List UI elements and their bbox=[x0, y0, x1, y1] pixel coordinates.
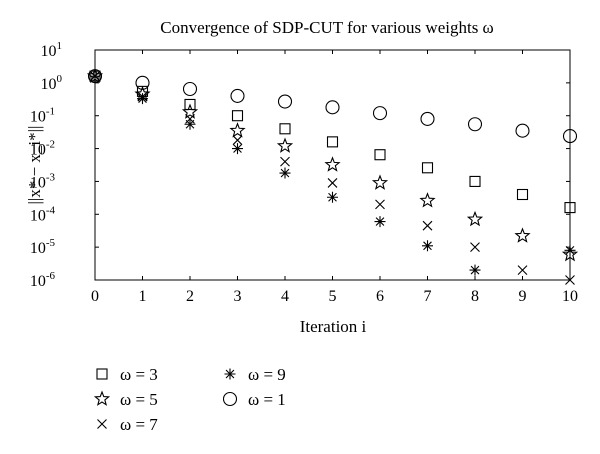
data-point-asterisk bbox=[327, 191, 338, 203]
data-point-star bbox=[229, 122, 246, 138]
series-circle bbox=[87, 69, 578, 144]
data-point-circle bbox=[135, 75, 150, 90]
data-point-x bbox=[517, 265, 528, 275]
chart-title: Convergence of SDP-CUT for various weigh… bbox=[160, 18, 494, 37]
legend-item: ω = 9 bbox=[224, 365, 286, 384]
data-point-circle bbox=[515, 123, 530, 138]
data-point-asterisk bbox=[137, 93, 148, 105]
data-point-circle bbox=[182, 81, 198, 97]
legend-item: ω = 5 bbox=[93, 390, 158, 409]
data-point-asterisk bbox=[184, 118, 196, 130]
x-tick-label: 1 bbox=[139, 288, 147, 305]
data-point-square bbox=[516, 188, 529, 201]
y-tick-label: 10-3 bbox=[30, 171, 56, 191]
series-square bbox=[89, 70, 576, 214]
data-point-x bbox=[280, 156, 290, 167]
data-point-asterisk bbox=[374, 216, 386, 228]
legend-item: ω = 1 bbox=[222, 390, 286, 409]
y-tick-label: 100 bbox=[41, 73, 63, 93]
data-point-x bbox=[565, 275, 575, 285]
y-axis-label: ||x* − x_i*|| bbox=[25, 126, 44, 205]
data-point-circle bbox=[420, 111, 435, 126]
legend-item: ω = 3 bbox=[96, 365, 158, 384]
legend-label: ω = 3 bbox=[120, 365, 158, 384]
data-point-asterisk bbox=[232, 143, 243, 155]
data-point-star bbox=[561, 245, 579, 262]
x-axis-label: Iteration i bbox=[300, 317, 367, 336]
axis-ticks: 0 1 2 3 4 5 6 7 8 9 10 101 100 10-1 10-2 10-3 10-4 10-5 10… bbox=[30, 40, 578, 305]
data-point-circle bbox=[562, 129, 578, 144]
legend-label: ω = 7 bbox=[120, 415, 158, 434]
legend-label: ω = 1 bbox=[248, 390, 286, 409]
series-asterisk bbox=[89, 70, 576, 276]
y-tick-label: 101 bbox=[41, 40, 63, 60]
data-point-asterisk bbox=[89, 70, 101, 82]
data-point-square bbox=[421, 162, 434, 174]
data-point-x bbox=[327, 178, 338, 188]
x-tick-label: 7 bbox=[424, 288, 432, 305]
data-point-asterisk bbox=[469, 264, 481, 276]
data-point-star bbox=[514, 227, 531, 243]
data-point-x bbox=[470, 242, 480, 253]
x-tick-label: 5 bbox=[329, 288, 337, 305]
series-x bbox=[90, 71, 575, 285]
y-tick-label: 10-2 bbox=[30, 139, 55, 159]
legend-marker-star bbox=[93, 390, 111, 406]
data-point-circle bbox=[372, 106, 388, 121]
y-tick-label: 10-4 bbox=[30, 204, 56, 224]
legend-marker-square bbox=[96, 368, 108, 380]
data-point-x bbox=[422, 220, 433, 231]
data-point-circle bbox=[87, 69, 103, 84]
data-point-star bbox=[181, 103, 199, 119]
x-tick-label: 6 bbox=[376, 288, 384, 305]
data-point-square bbox=[469, 175, 481, 187]
x-tick-label: 9 bbox=[519, 288, 527, 305]
data-point-square bbox=[184, 98, 196, 111]
series-star bbox=[86, 67, 579, 262]
x-tick-label: 4 bbox=[281, 288, 289, 305]
data-point-square bbox=[279, 123, 291, 135]
data-point-asterisk bbox=[564, 244, 576, 256]
data-point-x bbox=[375, 199, 385, 210]
data-point-circle bbox=[277, 94, 293, 109]
data-point-square bbox=[564, 202, 576, 214]
data-point-circle bbox=[467, 117, 483, 132]
data-point-square bbox=[326, 136, 339, 148]
y-tick-label: 10-5 bbox=[30, 237, 56, 257]
data-point-star bbox=[466, 210, 484, 227]
y-tick-label: 10-1 bbox=[30, 106, 55, 126]
data-point-square bbox=[374, 149, 386, 161]
plot-area bbox=[94, 49, 571, 281]
data-points bbox=[86, 67, 579, 285]
data-point-asterisk bbox=[422, 240, 433, 252]
y-tick-label: 10-6 bbox=[30, 270, 56, 290]
legend-marker-x bbox=[97, 419, 107, 429]
x-tick-label: 10 bbox=[562, 288, 578, 305]
data-point-x bbox=[232, 135, 243, 146]
legend-marker-circle bbox=[222, 391, 238, 407]
data-point-star bbox=[324, 156, 341, 172]
legend-item: ω = 7 bbox=[97, 415, 158, 434]
legend-marker-asterisk bbox=[224, 368, 236, 380]
data-point-circle bbox=[325, 100, 340, 115]
data-point-square bbox=[231, 110, 244, 122]
plot-border bbox=[94, 49, 571, 281]
data-point-star bbox=[419, 192, 436, 208]
data-point-circle bbox=[230, 88, 245, 103]
data-point-star bbox=[371, 174, 389, 190]
legend-label: ω = 5 bbox=[120, 390, 158, 409]
x-tick-label: 2 bbox=[186, 288, 194, 305]
data-point-star bbox=[276, 137, 294, 153]
legend-label: ω = 9 bbox=[248, 365, 286, 384]
x-tick-label: 0 bbox=[91, 288, 99, 305]
x-tick-label: 3 bbox=[234, 288, 242, 305]
x-tick-label: 8 bbox=[471, 288, 479, 305]
legend: ω = 3 ω = 9 ω = 5 ω = 1 ω = 7 bbox=[93, 365, 286, 434]
data-point-asterisk bbox=[279, 167, 291, 179]
